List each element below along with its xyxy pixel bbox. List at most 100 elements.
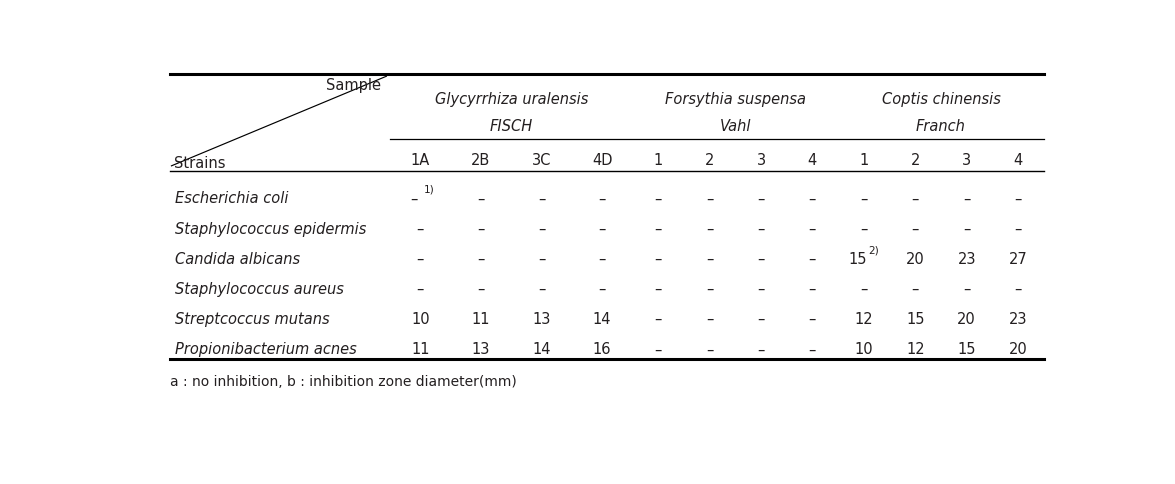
Text: 1A: 1A — [411, 152, 430, 167]
Text: Vahl: Vahl — [719, 119, 751, 134]
Text: Sample: Sample — [325, 78, 381, 93]
Text: –: – — [808, 342, 817, 357]
Text: 2B: 2B — [471, 152, 490, 167]
Text: 3: 3 — [962, 152, 972, 167]
Text: Franch: Franch — [916, 119, 966, 134]
Text: –: – — [758, 342, 765, 357]
Text: –: – — [758, 312, 765, 327]
Text: –: – — [706, 191, 713, 206]
Text: –: – — [538, 191, 545, 206]
Text: –: – — [912, 221, 919, 236]
Text: –: – — [912, 191, 919, 206]
Text: 4: 4 — [807, 152, 817, 167]
Text: 10: 10 — [854, 342, 873, 357]
Text: Coptis chinensis: Coptis chinensis — [881, 92, 1000, 107]
Text: –: – — [538, 281, 545, 296]
Text: 23: 23 — [958, 251, 976, 266]
Text: –: – — [808, 281, 817, 296]
Text: –: – — [808, 221, 817, 236]
Text: –: – — [654, 221, 662, 236]
Text: 13: 13 — [532, 312, 551, 327]
Text: –: – — [860, 221, 867, 236]
Text: 20: 20 — [958, 312, 976, 327]
Text: –: – — [477, 281, 484, 296]
Text: –: – — [963, 281, 971, 296]
Text: –: – — [808, 312, 817, 327]
Text: 12: 12 — [854, 312, 873, 327]
Text: 15: 15 — [958, 342, 976, 357]
Text: –: – — [410, 191, 417, 206]
Text: –: – — [417, 281, 424, 296]
Text: 1: 1 — [859, 152, 868, 167]
Text: 2): 2) — [868, 245, 879, 255]
Text: 10: 10 — [411, 312, 430, 327]
Text: –: – — [963, 191, 971, 206]
Text: –: – — [654, 191, 662, 206]
Text: –: – — [758, 281, 765, 296]
Text: 14: 14 — [593, 312, 611, 327]
Text: 27: 27 — [1009, 251, 1027, 266]
Text: –: – — [1014, 221, 1022, 236]
Text: 11: 11 — [411, 342, 430, 357]
Text: –: – — [477, 221, 484, 236]
Text: –: – — [1014, 191, 1022, 206]
Text: 14: 14 — [532, 342, 551, 357]
Text: –: – — [654, 342, 662, 357]
Text: –: – — [706, 281, 713, 296]
Text: Streptcoccus mutans: Streptcoccus mutans — [175, 312, 330, 327]
Text: Staphylococcus aureus: Staphylococcus aureus — [175, 281, 344, 296]
Text: FISCH: FISCH — [490, 119, 533, 134]
Text: 11: 11 — [471, 312, 490, 327]
Text: 1: 1 — [653, 152, 663, 167]
Text: Forsythia suspensa: Forsythia suspensa — [665, 92, 806, 107]
Text: –: – — [598, 221, 606, 236]
Text: Staphylococcus epidermis: Staphylococcus epidermis — [175, 221, 367, 236]
Text: –: – — [477, 191, 484, 206]
Text: –: – — [538, 251, 545, 266]
Text: 15: 15 — [906, 312, 925, 327]
Text: 3C: 3C — [532, 152, 551, 167]
Text: –: – — [706, 221, 713, 236]
Text: 20: 20 — [906, 251, 925, 266]
Text: 4: 4 — [1014, 152, 1022, 167]
Text: 2: 2 — [705, 152, 714, 167]
Text: 12: 12 — [906, 342, 925, 357]
Text: –: – — [758, 191, 765, 206]
Text: 20: 20 — [1009, 342, 1027, 357]
Text: 13: 13 — [471, 342, 490, 357]
Text: –: – — [758, 221, 765, 236]
Text: –: – — [598, 281, 606, 296]
Text: –: – — [417, 221, 424, 236]
Text: –: – — [860, 191, 867, 206]
Text: 23: 23 — [1009, 312, 1027, 327]
Text: –: – — [963, 221, 971, 236]
Text: –: – — [477, 251, 484, 266]
Text: 15: 15 — [848, 251, 867, 266]
Text: –: – — [758, 251, 765, 266]
Text: –: – — [598, 191, 606, 206]
Text: a : no inhibition, b : inhibition zone diameter(mm): a : no inhibition, b : inhibition zone d… — [169, 374, 516, 388]
Text: –: – — [598, 251, 606, 266]
Text: Strains: Strains — [174, 155, 226, 170]
Text: –: – — [706, 251, 713, 266]
Text: –: – — [654, 251, 662, 266]
Text: –: – — [538, 221, 545, 236]
Text: –: – — [808, 191, 817, 206]
Text: Glycyrrhiza uralensis: Glycyrrhiza uralensis — [435, 92, 588, 107]
Text: –: – — [912, 281, 919, 296]
Text: 4D: 4D — [592, 152, 612, 167]
Text: –: – — [654, 281, 662, 296]
Text: –: – — [654, 312, 662, 327]
Text: 3: 3 — [757, 152, 766, 167]
Text: Candida albicans: Candida albicans — [175, 251, 301, 266]
Text: 16: 16 — [593, 342, 611, 357]
Text: Escherichia coli: Escherichia coli — [175, 191, 289, 206]
Text: –: – — [706, 342, 713, 357]
Text: Propionibacterium acnes: Propionibacterium acnes — [175, 342, 357, 357]
Text: –: – — [808, 251, 817, 266]
Text: –: – — [417, 251, 424, 266]
Text: –: – — [706, 312, 713, 327]
Text: 1): 1) — [424, 184, 435, 195]
Text: –: – — [1014, 281, 1022, 296]
Text: –: – — [860, 281, 867, 296]
